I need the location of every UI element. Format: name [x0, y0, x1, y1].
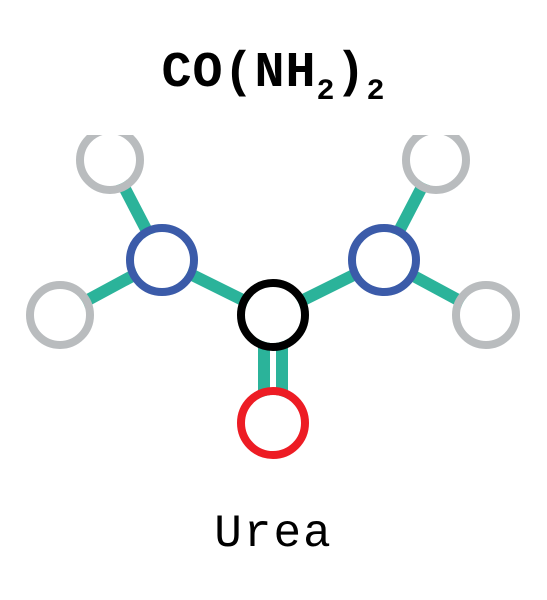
formula-sub2: 2	[367, 75, 386, 109]
formula-part2: )	[336, 45, 367, 102]
formula: CO(NH2)2	[161, 45, 385, 107]
molecule-label: Urea	[214, 508, 332, 560]
molecule-diagram	[0, 135, 547, 495]
formula-sub1: 2	[316, 75, 335, 109]
formula-part1: CO(NH	[161, 45, 316, 102]
